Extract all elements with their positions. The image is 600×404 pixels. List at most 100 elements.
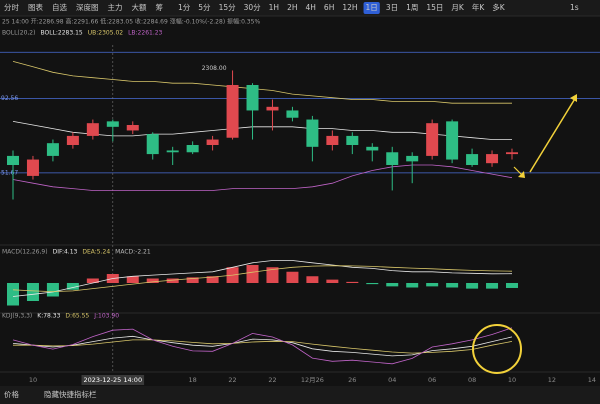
indicator-line xyxy=(12,327,513,365)
timeframe[interactable]: 1分 xyxy=(178,3,191,12)
toolbar-right[interactable]: 1s xyxy=(570,3,579,12)
candle-body xyxy=(426,123,439,156)
macd-bar xyxy=(126,276,139,283)
macd-bar xyxy=(306,276,319,283)
timeframe[interactable]: 2H xyxy=(287,3,297,12)
indicator-line xyxy=(12,265,513,293)
macd-bar xyxy=(346,281,359,283)
timeframe[interactable]: 3日 xyxy=(386,3,398,12)
macd-bar xyxy=(26,283,39,301)
toolbar-item[interactable]: 筹 xyxy=(156,2,164,12)
macd-bar xyxy=(266,267,279,283)
candle-body xyxy=(266,106,279,111)
x-tick-label: 04 xyxy=(388,376,396,384)
indicator-line xyxy=(12,61,512,104)
toolbar-item[interactable]: 主力 xyxy=(108,2,123,12)
macd-bar xyxy=(66,283,79,290)
legend-entry: UB:2305.02 xyxy=(88,30,124,37)
timeframe[interactable]: 多K xyxy=(492,2,505,12)
legend-entry: K:78.33 xyxy=(37,313,60,320)
candle-body xyxy=(506,152,518,155)
indicator-label: MACD(12,26,9) xyxy=(2,249,48,256)
candle-body xyxy=(186,145,199,153)
x-tick-label: 22 xyxy=(268,376,276,384)
timeframe[interactable]: 1H xyxy=(269,3,279,12)
candle-body xyxy=(326,135,339,145)
candle-body xyxy=(66,135,79,145)
footer-item[interactable]: 价格 xyxy=(4,389,19,399)
macd-bar xyxy=(286,271,299,283)
legend-entry: J:103.90 xyxy=(93,313,119,320)
candle-body xyxy=(306,119,319,147)
indicator-label: KDJ(9,3,3) xyxy=(2,313,32,320)
macd-bar xyxy=(326,279,339,283)
legend-entry: BOLL:2283.15 xyxy=(40,30,82,37)
x-tick-label: 06 xyxy=(428,376,436,384)
macd-bar xyxy=(186,277,199,283)
timeframe[interactable]: 5分 xyxy=(198,3,211,12)
x-tick-label: 18 xyxy=(188,376,196,384)
legend-entry: D:65.55 xyxy=(65,313,89,320)
macd-bar xyxy=(46,283,59,297)
macd-bar xyxy=(146,278,159,283)
footer-item[interactable]: 隐藏快捷指标栏 xyxy=(44,389,97,399)
x-tick-label: 26 xyxy=(348,376,356,384)
timeframe[interactable]: 年K xyxy=(472,2,485,12)
candle-body xyxy=(166,150,179,153)
x-tick-label: 22 xyxy=(228,376,236,384)
indicator-line xyxy=(12,164,513,191)
candle-body xyxy=(286,110,299,118)
macd-bar xyxy=(386,283,399,287)
candle-body xyxy=(466,154,479,165)
candle-body xyxy=(7,155,19,165)
candle-body xyxy=(26,159,39,176)
timeframe[interactable]: 15日 xyxy=(426,3,443,12)
reference-label: 51.67 xyxy=(1,169,18,176)
macd-bar xyxy=(506,283,518,288)
candle-body xyxy=(126,125,139,131)
high-label: 2308.00 xyxy=(202,65,227,72)
macd-bar xyxy=(446,283,459,288)
arrow-head xyxy=(518,171,525,178)
timeframe[interactable]: 4H xyxy=(306,3,316,12)
crosshair-label-box xyxy=(81,375,145,385)
timeframe[interactable]: 1日 xyxy=(366,3,378,12)
candle-body xyxy=(106,121,119,127)
candle-body xyxy=(246,85,259,111)
macd-bar xyxy=(486,283,499,289)
toolbar-item[interactable]: 大额 xyxy=(132,2,147,12)
candle-body xyxy=(386,152,399,165)
timeframe[interactable]: 1周 xyxy=(406,3,418,12)
reference-label: 92.56 xyxy=(1,95,18,102)
timeframe-active xyxy=(363,2,380,14)
timeframe[interactable]: 30分 xyxy=(244,3,262,12)
macd-bar xyxy=(7,283,19,306)
annotations xyxy=(472,94,577,374)
timeframe[interactable]: 月K xyxy=(451,3,464,12)
timeframe[interactable]: 15分 xyxy=(219,3,237,12)
legend-entry: LB:2261.23 xyxy=(128,30,162,37)
candle-body xyxy=(46,143,59,156)
candle-body xyxy=(406,155,419,162)
candle-body xyxy=(346,135,359,145)
toolbar-item[interactable]: 深度图 xyxy=(76,2,99,12)
toolbar-item[interactable]: 自选 xyxy=(52,2,67,12)
timeframe[interactable]: 6H xyxy=(324,3,334,12)
footer-bar xyxy=(0,386,600,404)
macd-bar xyxy=(466,283,479,289)
macd-bar xyxy=(206,276,219,283)
indicator-line xyxy=(12,335,513,357)
timeframe[interactable]: 12H xyxy=(342,3,357,12)
candle-body xyxy=(206,139,219,145)
macd-bar xyxy=(246,265,259,283)
x-tick-label: 10 xyxy=(29,376,37,384)
x-tick-label: 14 xyxy=(588,376,596,384)
toolbar-item[interactable]: 图表 xyxy=(28,2,43,12)
indicator-line xyxy=(13,339,513,354)
toolbar-item[interactable]: 分时 xyxy=(4,2,19,12)
indicator-line xyxy=(12,260,513,297)
arrow-head xyxy=(570,94,577,102)
macd-bar xyxy=(406,283,419,288)
